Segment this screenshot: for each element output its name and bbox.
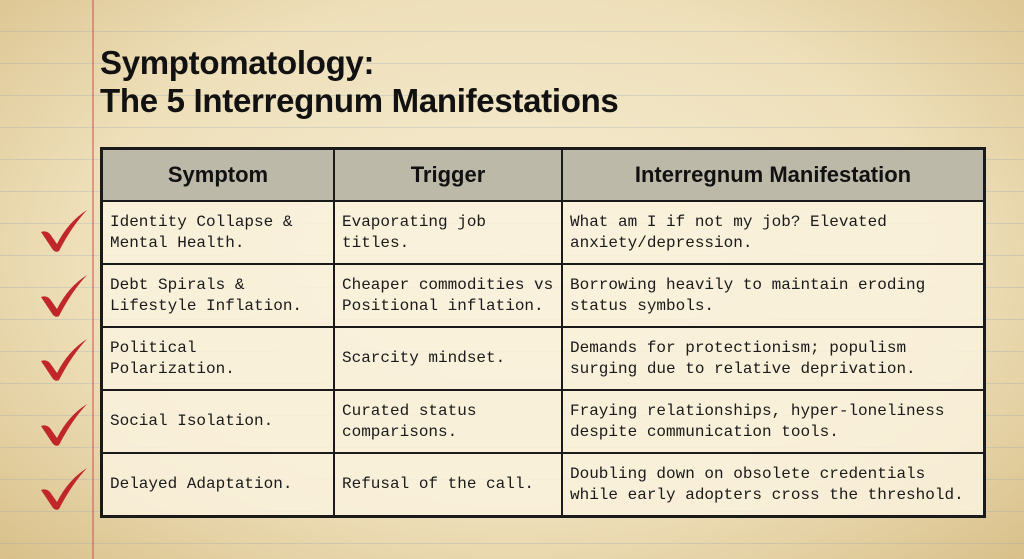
- cell-symptom: Delayed Adaptation.: [100, 452, 335, 518]
- checkmark-icon: [38, 466, 90, 512]
- cell-trigger: Evaporating job titles.: [333, 200, 563, 265]
- cell-symptom: Debt Spirals & Lifestyle Inflation.: [100, 263, 335, 328]
- checkmark-icon: [38, 402, 90, 448]
- cell-manifestation: Demands for protectionism; populism surg…: [561, 326, 986, 391]
- table-row: Delayed Adaptation. Refusal of the call. D…: [100, 452, 986, 518]
- title-line-2: The 5 Interregnum Manifestations: [100, 82, 619, 119]
- cell-trigger: Cheaper commodities vs Positional inflat…: [333, 263, 563, 328]
- header-trigger: Trigger: [333, 147, 563, 202]
- cell-manifestation: What am I if not my job? Elevated anxiet…: [561, 200, 986, 265]
- cell-trigger: Refusal of the call.: [333, 452, 563, 518]
- cell-symptom: Social Isolation.: [100, 389, 335, 454]
- header-symptom: Symptom: [100, 147, 335, 202]
- margin-line: [92, 0, 94, 559]
- table-header-row: Symptom Trigger Interregnum Manifestatio…: [100, 147, 986, 202]
- table-row: Social Isolation. Curated status comparis…: [100, 389, 986, 454]
- title-line-1: Symptomatology:: [100, 44, 375, 81]
- cell-manifestation: Doubling down on obsolete credentials wh…: [561, 452, 986, 518]
- checkmark-icon: [38, 273, 90, 319]
- cell-manifestation: Fraying relationships, hyper-loneliness …: [561, 389, 986, 454]
- table-row: Political Polarization. Scarcity mindset.…: [100, 326, 986, 391]
- cell-trigger: Curated status comparisons.: [333, 389, 563, 454]
- page-title: Symptomatology: The 5 Interregnum Manife…: [100, 44, 619, 120]
- cell-trigger: Scarcity mindset.: [333, 326, 563, 391]
- table-row: Identity Collapse & Mental Health. Evapor…: [100, 200, 986, 265]
- symptoms-table: Symptom Trigger Interregnum Manifestatio…: [100, 147, 986, 518]
- cell-symptom: Identity Collapse & Mental Health.: [100, 200, 335, 265]
- cell-manifestation: Borrowing heavily to maintain eroding st…: [561, 263, 986, 328]
- cell-symptom: Political Polarization.: [100, 326, 335, 391]
- table-row: Debt Spirals & Lifestyle Inflation. Cheap…: [100, 263, 986, 328]
- checkmark-icon: [38, 208, 90, 254]
- header-manifestation: Interregnum Manifestation: [561, 147, 986, 202]
- checkmark-icon: [38, 337, 90, 383]
